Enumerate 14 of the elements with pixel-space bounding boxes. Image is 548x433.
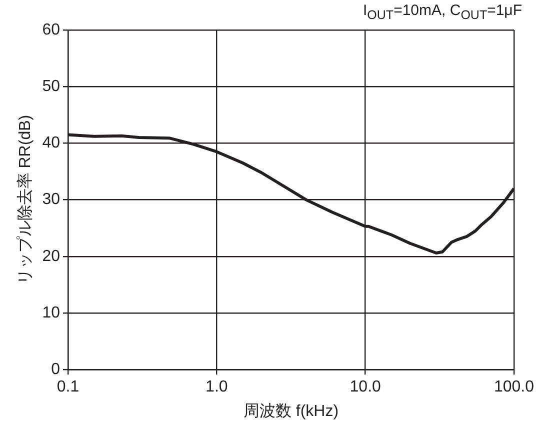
- y-axis-title: リップル除去率 RR(dB): [16, 114, 34, 285]
- y-tick-label: 40: [42, 134, 60, 152]
- y-tick-label: 0: [51, 361, 60, 378]
- y-tick-label: 50: [42, 78, 60, 96]
- chart-title: I$_{OUT}$=10mA, C$_{OUT}$=1μF: [363, 2, 522, 22]
- y-tick-label: 60: [42, 21, 60, 38]
- x-axis-title: 周波数 f(kHz): [243, 402, 339, 420]
- y-tick-label: 10: [42, 304, 60, 322]
- y-tick-label: 20: [42, 248, 60, 265]
- x-tick-label: 100.0: [494, 378, 534, 396]
- y-tick-label: 30: [42, 191, 60, 208]
- x-tick-label: 1.0: [206, 378, 228, 396]
- x-tick-label: 0.1: [56, 378, 80, 396]
- x-tick-label: 10.0: [350, 378, 382, 396]
